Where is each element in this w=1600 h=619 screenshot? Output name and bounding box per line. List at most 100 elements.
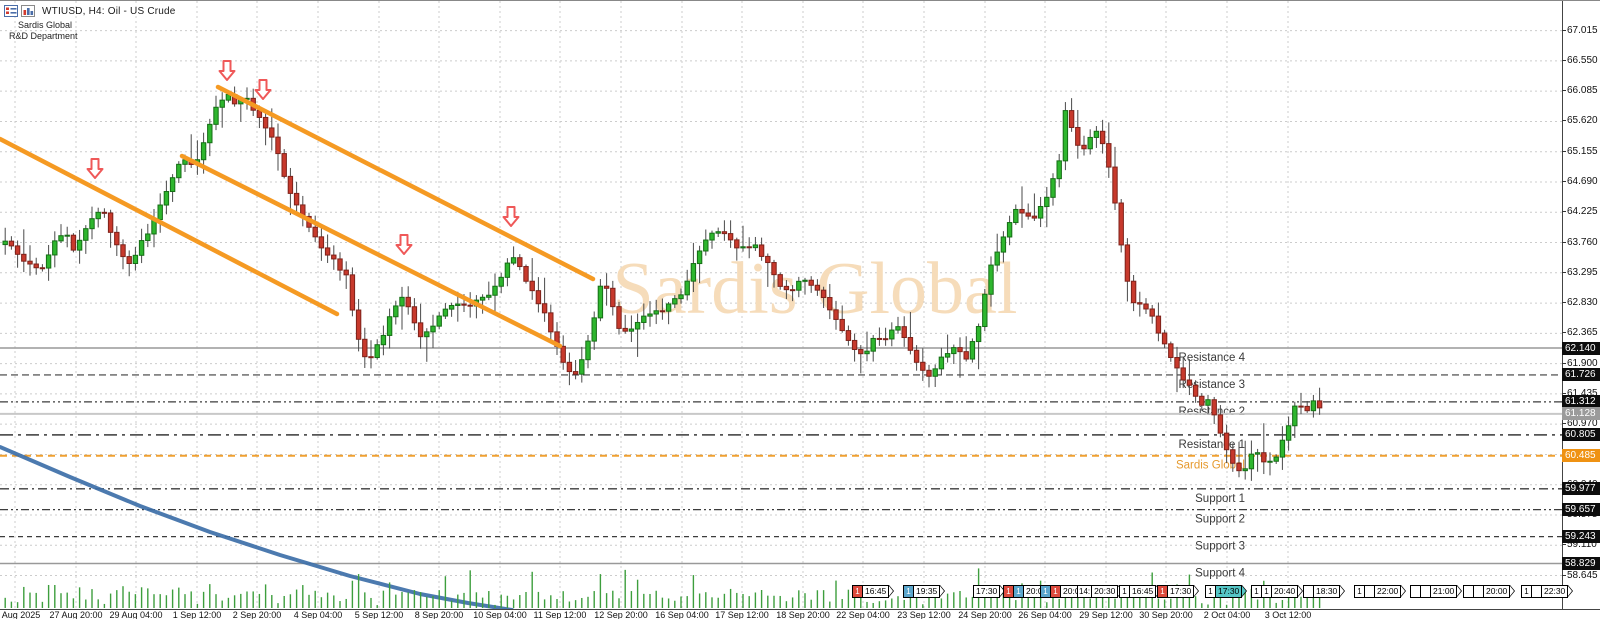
candle-body xyxy=(876,337,883,340)
event-time-tag[interactable]: 1 1 20:40 xyxy=(1251,585,1304,598)
event-time-tag[interactable]: 18:30 xyxy=(1303,585,1346,598)
event-tag-time: 22:30 xyxy=(1541,585,1569,598)
time-axis[interactable]: 26 Aug 2025 27 Aug 20:00 29 Aug 04:00 1 Sep… xyxy=(0,610,1600,619)
event-time-tag[interactable]: 17:30 xyxy=(973,585,1006,598)
event-tag-pointer xyxy=(940,585,946,597)
candle-body xyxy=(585,340,591,361)
candle-body xyxy=(982,293,988,328)
candle-body xyxy=(89,218,95,230)
candles-layer xyxy=(2,86,1323,481)
event-tag-time: 18:30 xyxy=(1313,585,1341,598)
candle-body xyxy=(64,234,70,237)
candle-body xyxy=(523,266,529,282)
level-label: Support 1 xyxy=(1195,493,1245,505)
event-tag-time: 20:30 xyxy=(1091,585,1119,598)
price-tick-label: 66.085 xyxy=(1562,85,1598,97)
candle-body xyxy=(132,254,139,265)
event-time-tag[interactable]: 1 17:30 xyxy=(1157,585,1200,598)
event-time-tag[interactable]: 1 17:30 xyxy=(1205,585,1248,598)
event-tag-badge: 14: xyxy=(1077,585,1093,598)
candle-body xyxy=(926,369,932,377)
event-time-tag[interactable]: 20:00 xyxy=(1463,585,1516,598)
candle-body xyxy=(690,263,697,282)
candle-body xyxy=(52,240,58,256)
candle-body xyxy=(337,258,343,271)
price-tick-label: 62.365 xyxy=(1562,327,1598,339)
event-time-tag[interactable]: 21:00 xyxy=(1410,585,1463,598)
candle-body xyxy=(1081,144,1087,150)
candle-body xyxy=(269,127,275,138)
candle-body xyxy=(951,347,957,355)
candle-body xyxy=(572,371,579,375)
candle-body xyxy=(808,279,814,286)
trend-channel-line[interactable] xyxy=(179,153,563,349)
candle-body xyxy=(517,257,523,268)
candle-body xyxy=(1304,405,1310,412)
news-list-icon[interactable] xyxy=(4,5,18,17)
candle-body xyxy=(479,296,486,301)
candle-body xyxy=(1186,379,1193,386)
price-tick-label: 66.550 xyxy=(1562,54,1598,66)
event-time-tag[interactable]: 1 16:45 xyxy=(1119,585,1162,598)
price-axis-border xyxy=(1562,1,1563,619)
candle-body xyxy=(1254,452,1261,455)
candle-body xyxy=(541,303,548,314)
down-arrow-marker[interactable] xyxy=(86,158,104,179)
brand-line-2: R&D Department xyxy=(9,31,78,41)
candle-body xyxy=(386,316,393,336)
candle-body xyxy=(696,250,703,265)
price-tick-label: 65.155 xyxy=(1562,145,1598,157)
candle-body xyxy=(287,175,294,194)
level-label: Resistance 1 xyxy=(1179,439,1245,451)
time-axis-label: 23 Sep 12:00 xyxy=(897,610,951,619)
candle-body xyxy=(461,303,467,306)
candle-body xyxy=(715,231,721,234)
candle-body xyxy=(889,329,895,340)
candle-body xyxy=(39,267,46,270)
event-time-tag[interactable]: 1 22:00 xyxy=(1354,585,1407,598)
candle-body xyxy=(8,240,15,247)
volume-layer xyxy=(4,568,1321,608)
candle-body xyxy=(293,192,300,206)
candle-body xyxy=(622,327,628,332)
candle-body xyxy=(442,308,449,317)
trend-channel-line[interactable] xyxy=(215,84,596,282)
candle-body xyxy=(393,305,399,318)
chart-window-icon[interactable] xyxy=(21,5,35,17)
candle-body xyxy=(430,325,436,333)
candle-body xyxy=(529,280,535,292)
candle-body xyxy=(1013,208,1019,224)
candle-body xyxy=(1037,206,1044,219)
candle-body xyxy=(579,359,585,375)
candle-body xyxy=(138,240,145,256)
price-axis[interactable]: 67.015 66.550 66.085 65.620 65.155 64.690 64.2… xyxy=(1562,1,1600,609)
trend-channel-line[interactable] xyxy=(0,136,340,317)
event-time-tag[interactable]: 1 16:45 xyxy=(852,585,895,598)
candle-body xyxy=(455,303,461,306)
candle-body xyxy=(1242,468,1248,472)
down-arrow-marker[interactable] xyxy=(395,234,413,255)
candle-body xyxy=(765,255,771,264)
candle-body xyxy=(1093,130,1100,138)
candle-body xyxy=(994,251,1000,266)
event-time-tag[interactable]: 1 19:35 xyxy=(903,585,946,598)
event-time-tag[interactable]: 1 22:30 xyxy=(1521,585,1574,598)
current-price-tag: 61.128 xyxy=(1562,407,1600,421)
candle-body xyxy=(76,239,83,251)
candle-body xyxy=(1267,460,1273,463)
candle-body xyxy=(1192,384,1199,397)
time-axis-label: 22 Sep 04:00 xyxy=(836,610,890,619)
down-arrow-marker[interactable] xyxy=(502,206,520,227)
candle-body xyxy=(275,136,281,155)
event-time-tag[interactable]: 14: 20:30 xyxy=(1077,585,1124,598)
level-label: Support 3 xyxy=(1195,541,1245,553)
price-tick-label: 64.690 xyxy=(1562,175,1598,187)
candle-body xyxy=(820,289,827,299)
candle-body xyxy=(957,347,963,353)
down-arrow-marker[interactable] xyxy=(254,79,272,100)
event-tag-pointer xyxy=(1242,585,1248,597)
event-tag-pointer xyxy=(1568,585,1574,597)
candle-body xyxy=(802,279,808,282)
down-arrow-marker[interactable] xyxy=(218,60,236,81)
